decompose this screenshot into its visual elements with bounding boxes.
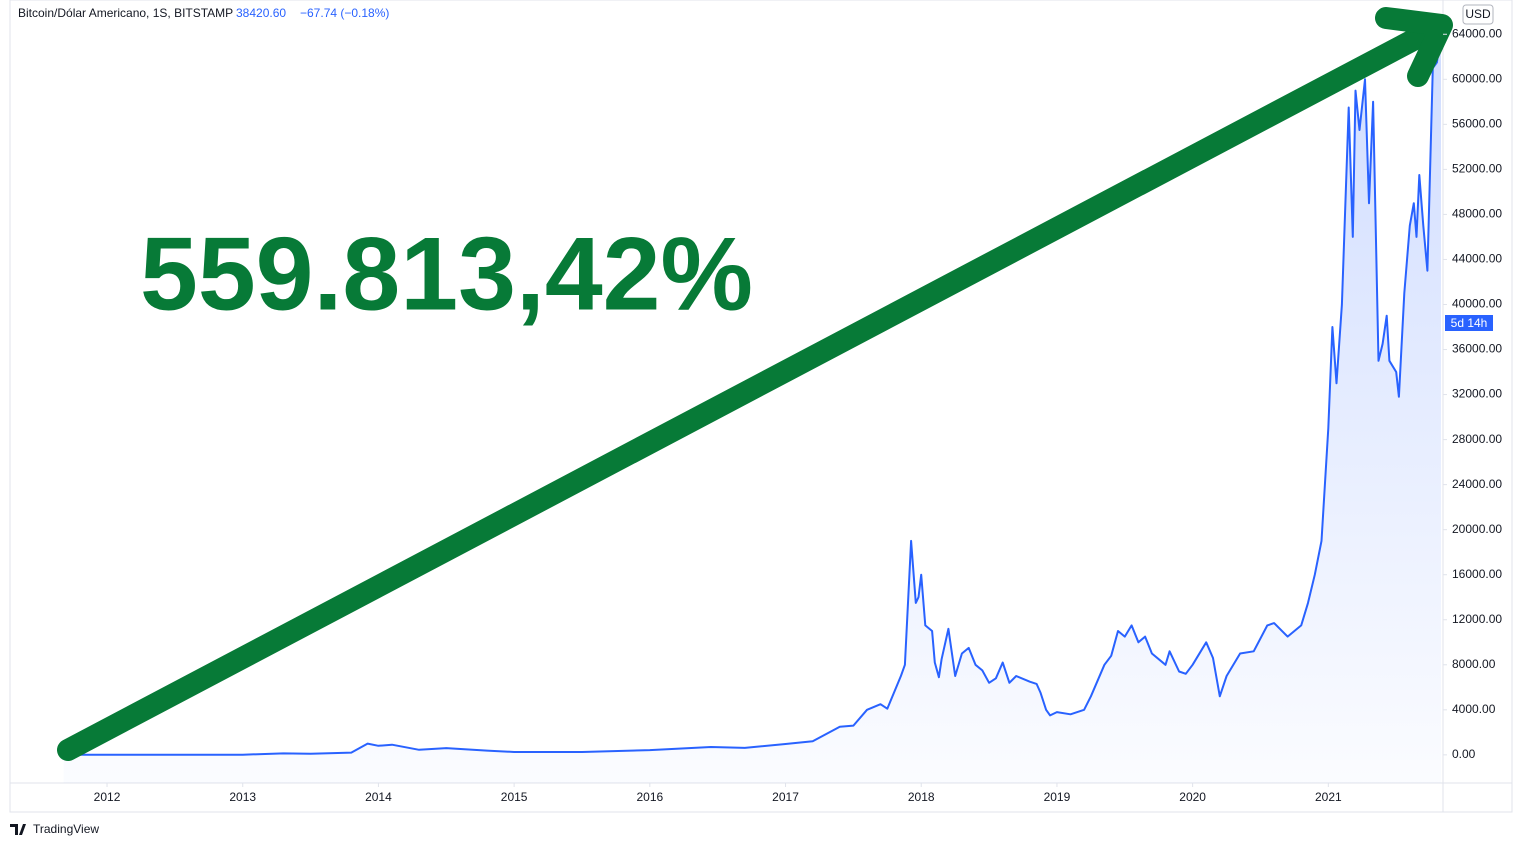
y-tick-label: 0.00 [1452,747,1476,761]
arrow-shaft [57,17,1447,761]
x-tick-label: 2016 [636,790,663,804]
y-tick-label: 16000.00 [1452,567,1502,581]
y-tick-label: 4000.00 [1452,702,1496,716]
x-tick-label: 2021 [1315,790,1342,804]
x-tick-label: 2012 [94,790,121,804]
plot [63,34,1442,784]
y-tick-label: 28000.00 [1452,432,1502,446]
change-label: −67.74 (−0.18%) [300,6,389,20]
currency[interactable]: USD [1465,7,1491,21]
y-tick-label: 32000.00 [1452,387,1502,401]
y-tick-label: 60000.00 [1452,71,1502,85]
x-tick-label: 2020 [1179,790,1206,804]
countdown: 5d 14h [1451,316,1488,330]
y-tick-label: 8000.00 [1452,657,1496,671]
countdown-badge [1445,315,1493,331]
y-tick-label: 24000.00 [1452,477,1502,491]
chart-title: Bitcoin/Dólar Americano, 1S, BITSTAMP [18,6,233,20]
y-tick-label: 64000.00 [1452,26,1502,40]
y-tick-label: 48000.00 [1452,207,1502,221]
arrow-head [1375,7,1453,87]
price-line [63,34,1442,756]
y-tick-label: 56000.00 [1452,117,1502,131]
brand: TradingView [33,822,99,836]
x-tick-label: 2019 [1044,790,1071,804]
y-tick-label: 36000.00 [1452,342,1502,356]
x-tick-label: 2014 [365,790,392,804]
annotation: 559.813,42% [140,216,753,332]
x-tick-label: 2013 [229,790,256,804]
currency-box[interactable] [1462,4,1494,25]
x-tick-label: 2017 [772,790,799,804]
x-tick-label: 2015 [501,790,528,804]
y-tick-label: 12000.00 [1452,612,1502,626]
y-tick-label: 44000.00 [1452,252,1502,266]
logo: TradingView [10,822,99,836]
area-fill [63,34,1442,784]
x-tick-label: 2018 [908,790,935,804]
trend-arrow [57,7,1453,761]
price-label: 38420.60 [236,6,286,20]
y-tick-label: 20000.00 [1452,522,1502,536]
y-tick-label: 52000.00 [1452,162,1502,176]
logo-icon [10,824,26,835]
frame [9,0,1513,813]
y-tick-label: 40000.00 [1452,297,1502,311]
